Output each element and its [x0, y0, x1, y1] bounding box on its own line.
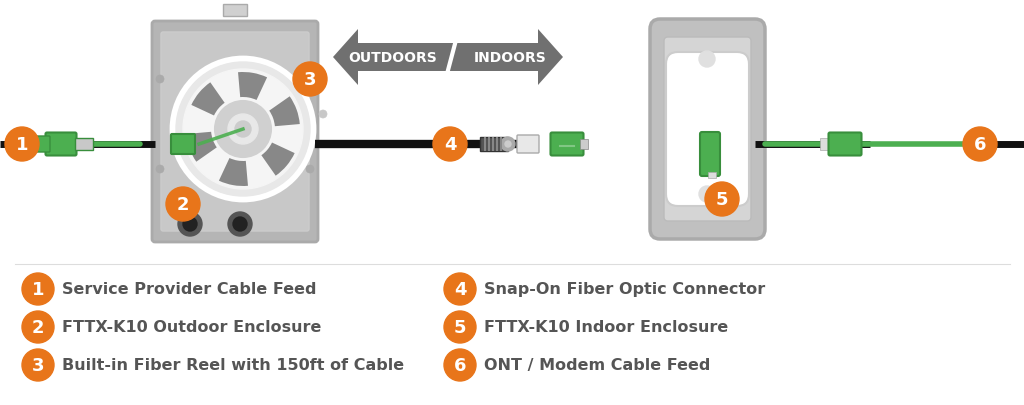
Circle shape — [293, 63, 327, 97]
FancyBboxPatch shape — [45, 133, 77, 156]
Text: 6: 6 — [454, 356, 466, 374]
Circle shape — [215, 102, 271, 158]
Circle shape — [156, 76, 164, 84]
Bar — [223, 5, 247, 17]
FancyBboxPatch shape — [26, 136, 50, 153]
Circle shape — [22, 311, 54, 343]
Circle shape — [171, 58, 315, 202]
Text: ONT / Modem Cable Feed: ONT / Modem Cable Feed — [484, 358, 711, 373]
Wedge shape — [186, 132, 217, 162]
Wedge shape — [261, 143, 295, 176]
Text: Snap-On Fiber Optic Connector: Snap-On Fiber Optic Connector — [484, 282, 765, 297]
FancyBboxPatch shape — [664, 38, 751, 222]
FancyBboxPatch shape — [828, 133, 861, 156]
FancyBboxPatch shape — [152, 22, 318, 243]
Text: 6: 6 — [974, 136, 986, 153]
Circle shape — [178, 213, 202, 237]
Text: 1: 1 — [15, 136, 29, 153]
Circle shape — [444, 273, 476, 305]
Circle shape — [166, 188, 200, 222]
Polygon shape — [443, 30, 563, 86]
Wedge shape — [269, 97, 300, 127]
FancyBboxPatch shape — [650, 20, 765, 239]
Wedge shape — [191, 83, 224, 116]
Wedge shape — [238, 73, 267, 101]
Circle shape — [22, 349, 54, 381]
Circle shape — [705, 183, 739, 216]
Text: 3: 3 — [304, 71, 316, 89]
Circle shape — [234, 122, 251, 138]
Circle shape — [22, 273, 54, 305]
Bar — [480, 138, 508, 151]
Text: 4: 4 — [454, 280, 466, 298]
Circle shape — [306, 76, 314, 84]
Text: 5: 5 — [716, 190, 728, 209]
Text: Service Provider Cable Feed: Service Provider Cable Feed — [62, 282, 316, 297]
Bar — [492, 138, 494, 151]
FancyBboxPatch shape — [666, 53, 749, 207]
Text: Built-in Fiber Reel with 150ft of Cable: Built-in Fiber Reel with 150ft of Cable — [62, 358, 404, 373]
Circle shape — [156, 166, 164, 174]
Circle shape — [444, 311, 476, 343]
Circle shape — [176, 63, 310, 196]
Text: 2: 2 — [32, 318, 44, 336]
FancyBboxPatch shape — [161, 33, 309, 231]
FancyBboxPatch shape — [171, 135, 195, 155]
Wedge shape — [219, 159, 248, 187]
Circle shape — [963, 128, 997, 162]
Text: OUTDOORS: OUTDOORS — [348, 51, 437, 65]
Circle shape — [183, 217, 197, 231]
Text: 4: 4 — [443, 136, 457, 153]
Text: 1: 1 — [32, 280, 44, 298]
Bar — [488, 138, 490, 151]
Text: 2: 2 — [177, 196, 189, 213]
Bar — [500, 138, 502, 151]
FancyBboxPatch shape — [551, 133, 584, 156]
Circle shape — [699, 52, 715, 68]
Circle shape — [183, 70, 303, 190]
Circle shape — [505, 142, 511, 148]
Bar — [484, 138, 486, 151]
Bar — [820, 139, 831, 151]
FancyBboxPatch shape — [700, 133, 720, 177]
Bar — [496, 138, 498, 151]
Circle shape — [5, 128, 39, 162]
Text: INDOORS: INDOORS — [474, 51, 547, 65]
Text: FTTX-K10 Outdoor Enclosure: FTTX-K10 Outdoor Enclosure — [62, 320, 322, 335]
Text: 3: 3 — [32, 356, 44, 374]
Circle shape — [433, 128, 467, 162]
Bar — [75, 139, 93, 151]
Circle shape — [501, 138, 515, 151]
Bar — [580, 140, 588, 149]
Text: 5: 5 — [454, 318, 466, 336]
Circle shape — [228, 115, 258, 145]
Circle shape — [699, 187, 715, 202]
Circle shape — [306, 166, 314, 174]
Circle shape — [228, 213, 252, 237]
Text: FTTX-K10 Indoor Enclosure: FTTX-K10 Indoor Enclosure — [484, 320, 728, 335]
FancyBboxPatch shape — [517, 136, 539, 153]
Circle shape — [233, 217, 247, 231]
Bar — [708, 173, 716, 179]
Circle shape — [319, 111, 327, 119]
Polygon shape — [333, 30, 453, 86]
Circle shape — [444, 349, 476, 381]
